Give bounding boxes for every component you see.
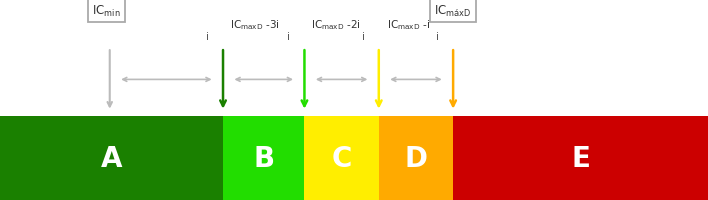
FancyBboxPatch shape (304, 116, 379, 200)
Text: B: B (253, 144, 274, 172)
Text: i: i (362, 32, 365, 42)
Text: i: i (436, 32, 439, 42)
Text: IC$_{\mathrm{maxD}}$ -i: IC$_{\mathrm{maxD}}$ -i (387, 18, 430, 32)
FancyBboxPatch shape (379, 116, 453, 200)
Text: A: A (101, 144, 122, 172)
Text: i: i (287, 32, 290, 42)
FancyBboxPatch shape (0, 116, 223, 200)
Text: D: D (404, 144, 428, 172)
FancyBboxPatch shape (223, 116, 304, 200)
Text: IC$_{\mathrm{maxD}}$ -3i: IC$_{\mathrm{maxD}}$ -3i (230, 18, 280, 32)
FancyBboxPatch shape (453, 116, 708, 200)
Text: i: i (206, 32, 209, 42)
Text: C: C (331, 144, 352, 172)
Text: IC$_{\mathrm{maxD}}$ -2i: IC$_{\mathrm{maxD}}$ -2i (312, 18, 361, 32)
Text: IC$_{\mathrm{máxD}}$: IC$_{\mathrm{máxD}}$ (435, 4, 472, 19)
Text: E: E (571, 144, 590, 172)
Text: IC$_{\mathrm{min}}$: IC$_{\mathrm{min}}$ (92, 4, 120, 19)
